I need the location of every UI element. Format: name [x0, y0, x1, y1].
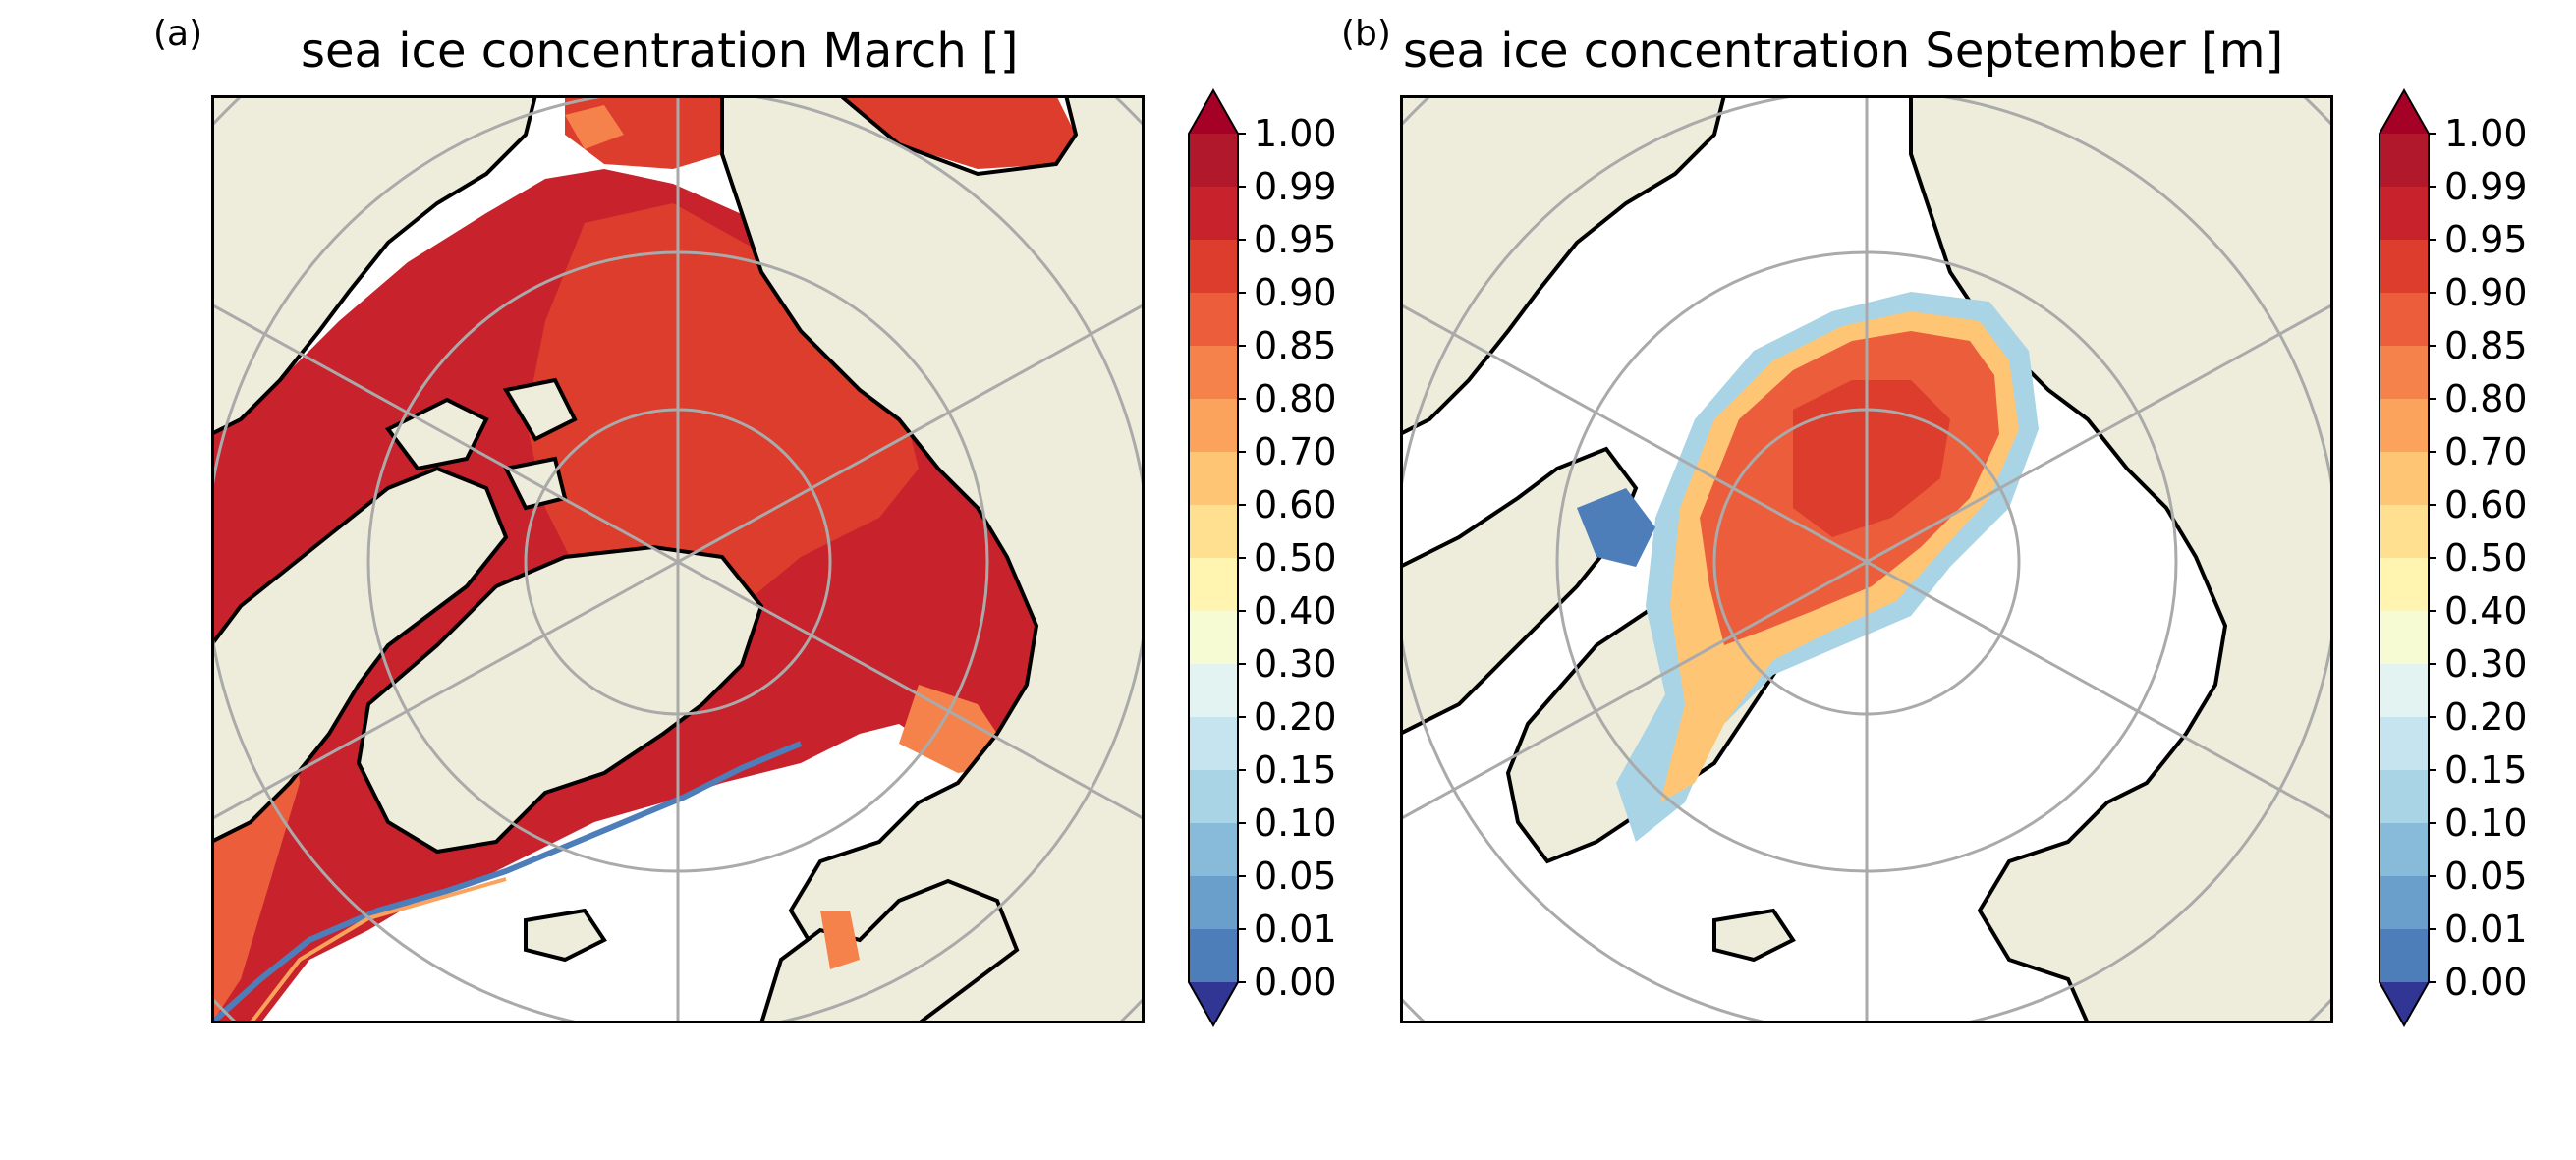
colorbar-tick-label: 0.90	[2444, 271, 2528, 314]
colorbar-segment	[2380, 876, 2429, 930]
colorbar-segment	[1189, 452, 1238, 506]
land-eurasia	[720, 95, 1145, 1023]
colorbar-tick-label: 0.70	[1254, 430, 1337, 473]
colorbar-tick-label: 0.00	[1254, 961, 1337, 1004]
colorbar-tick-label: 0.99	[2444, 165, 2528, 208]
colorbar-segment	[2380, 558, 2429, 612]
colorbar-segment	[2380, 187, 2429, 241]
map-frame	[1400, 95, 2333, 1023]
colorbar-segment	[2380, 505, 2429, 559]
colorbar-segment	[2380, 664, 2429, 718]
colorbar-tick-label: 0.80	[1254, 377, 1337, 420]
ice-edge-march	[211, 741, 803, 1023]
land-iceland	[1712, 908, 1796, 963]
colorbar-segment	[2380, 770, 2429, 824]
colorbar-tick-label: 0.50	[2444, 536, 2528, 580]
colorbar-march: 1.00 0.99 0.95 0.90 0.85 0.80 0.70 0.60 0.50 0.40…	[1188, 87, 1337, 1028]
colorbar-segment	[1189, 240, 1238, 294]
colorbar-segment	[2380, 293, 2429, 347]
colorbar-segment	[1189, 770, 1238, 824]
colorbar-tick-label: 0.30	[2444, 642, 2528, 686]
colorbar-tick-label: 0.80	[2444, 377, 2528, 420]
colorbar-tick-label: 0.30	[1254, 642, 1337, 686]
colorbar-tick-label: 0.40	[2444, 589, 2528, 633]
colorbar-segment	[2380, 346, 2429, 400]
graticule	[1400, 95, 2333, 1023]
colorbar-segment	[2380, 717, 2429, 771]
colorbar-tick-label: 0.90	[1254, 271, 1337, 314]
land-scandinavia	[758, 878, 1020, 1023]
graticule	[211, 95, 1145, 1023]
colorbar-tick-label: 0.01	[2444, 908, 2528, 951]
colorbar-segment	[2380, 399, 2429, 453]
colorbar-segment	[1189, 134, 1238, 188]
colorbar-segment	[2380, 452, 2429, 506]
map-panel-march	[211, 95, 1145, 1023]
colorbar-segment	[1189, 293, 1238, 347]
colorbar-segment	[1189, 611, 1238, 665]
colorbar-segment	[1189, 505, 1238, 559]
colorbar-tick-label: 0.10	[1254, 801, 1337, 845]
panel-a-label: (a)	[153, 14, 203, 54]
colorbar-tick-label: 1.00	[1254, 112, 1337, 155]
colorbar-segment	[1189, 187, 1238, 241]
colorbar-segment	[1189, 823, 1238, 877]
colorbar-tick-label: 0.85	[2444, 324, 2528, 367]
colorbar-segment	[1189, 558, 1238, 612]
colorbar-segment	[1189, 929, 1238, 983]
colorbar-september: 1.00 0.99 0.95 0.90 0.85 0.80 0.70 0.60 0.50 0.40…	[2379, 87, 2528, 1028]
map-panel-september	[1400, 95, 2333, 1023]
colorbar-tick-label: 0.00	[2444, 961, 2528, 1004]
colorbar-tick-label: 0.95	[1254, 218, 1337, 261]
colorbar-extend-max	[2380, 90, 2429, 134]
colorbar-segment	[2380, 823, 2429, 877]
colorbar-segment	[1189, 876, 1238, 930]
land-iceland	[524, 908, 607, 963]
colorbar-tick-label: 0.01	[1254, 908, 1337, 951]
colorbar-extend-max	[1189, 90, 1238, 134]
land-arctic-archipelago	[211, 466, 509, 845]
colorbar-segment	[2380, 611, 2429, 665]
colorbar-tick-label: 0.40	[1254, 589, 1337, 633]
colorbar-tick-label: 0.05	[1254, 855, 1337, 898]
colorbar-tick-label: 0.50	[1254, 536, 1337, 580]
land-greenland	[356, 544, 764, 855]
panel-b-label: (b)	[1341, 14, 1391, 54]
colorbar-segment	[1189, 664, 1238, 718]
colorbar-tick-label: 0.10	[2444, 801, 2528, 845]
colorbar-segment	[1189, 717, 1238, 771]
colorbar-segment	[1189, 346, 1238, 400]
colorbar-tick-label: 0.60	[2444, 483, 2528, 526]
colorbar-tick-label: 0.15	[1254, 748, 1337, 792]
colorbar-segment	[1189, 399, 1238, 453]
colorbar-segment	[2380, 240, 2429, 294]
colorbar-extend-min	[1189, 982, 1238, 1025]
colorbar-tick-label: 0.15	[2444, 748, 2528, 792]
colorbar-tick-label: 1.00	[2444, 112, 2528, 155]
map-frame	[211, 95, 1145, 1023]
colorbar-segment	[2380, 929, 2429, 983]
colorbar-tick-label: 0.70	[2444, 430, 2528, 473]
colorbar-tick-label: 0.60	[1254, 483, 1337, 526]
colorbar-tick-label: 0.20	[1254, 695, 1337, 739]
colorbar-tick-label: 0.95	[2444, 218, 2528, 261]
panel-a-title: sea ice concentration March []	[301, 24, 1019, 79]
colorbar-extend-min	[2380, 982, 2429, 1025]
colorbar-tick-label: 0.99	[1254, 165, 1337, 208]
panel-b-title: sea ice concentration September [m]	[1403, 24, 2284, 79]
colorbar-tick-label: 0.85	[1254, 324, 1337, 367]
colorbar-tick-label: 0.20	[2444, 695, 2528, 739]
colorbar-segment	[2380, 134, 2429, 188]
colorbar-tick-label: 0.05	[2444, 855, 2528, 898]
